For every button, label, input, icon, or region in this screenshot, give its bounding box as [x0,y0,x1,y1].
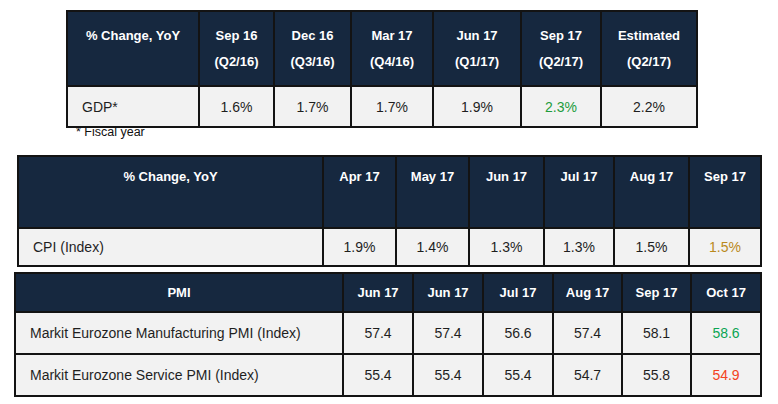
value-cell: 55.8 [622,354,691,396]
value-cell: 1.9% [433,86,521,127]
value-cell: 1.7% [351,86,433,127]
value-cell: 57.4 [413,312,483,354]
col-header-label: Dec 16 [275,23,350,49]
pmi-header-row: PMI Jun 17 Jun 17 Jul 17 Aug 17 Sep 17 O… [15,273,761,312]
value-cell: 55.4 [413,354,483,396]
value-cell: 58.6 [691,312,761,354]
value-cell: 54.9 [691,354,761,396]
col-header-label: Sep 17 [522,23,600,49]
pmi-col-header: PMI [15,273,343,312]
value-cell: 1.7% [274,86,351,127]
fiscal-year-footnote: * Fiscal year [76,125,145,139]
value-cell: 2.2% [601,86,697,127]
col-header-sublabel: (Q2/17) [602,49,696,75]
value-cell: 1.3% [469,228,544,266]
value-cell: 1.6% [199,86,274,127]
row-label: GDP* [67,86,199,127]
table-row: Markit Eurozone Service PMI (Index) 55.4… [15,354,761,396]
row-label: Markit Eurozone Service PMI (Index) [15,354,343,396]
col-header-sublabel: (Q1/17) [434,49,520,75]
gdp-table: % Change, YoY Sep 16(Q2/16) Dec 16(Q3/16… [66,10,698,128]
value-cell: 57.4 [553,312,622,354]
value-cell: 58.1 [622,312,691,354]
value-cell: 1.9% [323,228,396,266]
value-cell: 57.4 [343,312,413,354]
pmi-col-header: Sep 17 [622,273,691,312]
cpi-col-header: % Change, YoY [18,156,323,228]
cpi-col-header: Jul 17 [544,156,614,228]
gdp-col-header: Sep 16(Q2/16) [199,11,274,86]
pmi-col-header: Aug 17 [553,273,622,312]
value-cell: 56.6 [483,312,553,354]
cpi-col-header: May 17 [396,156,469,228]
gdp-col-header: % Change, YoY [67,11,199,86]
col-header-label: Sep 16 [200,23,273,49]
pmi-table: PMI Jun 17 Jun 17 Jul 17 Aug 17 Sep 17 O… [14,272,762,397]
pmi-col-header: Jun 17 [343,273,413,312]
cpi-col-header: Aug 17 [614,156,689,228]
table-row: CPI (Index) 1.9% 1.4% 1.3% 1.3% 1.5% 1.5… [18,228,761,266]
value-cell: 1.4% [396,228,469,266]
value-cell: 1.5% [614,228,689,266]
cpi-col-header: Apr 17 [323,156,396,228]
pmi-col-header: Oct 17 [691,273,761,312]
cpi-col-header: Jun 17 [469,156,544,228]
cpi-col-header: Sep 17 [689,156,761,228]
value-cell: 55.4 [483,354,553,396]
table-row: Markit Eurozone Manufacturing PMI (Index… [15,312,761,354]
col-header-label: Jun 17 [434,23,520,49]
cpi-table: % Change, YoY Apr 17 May 17 Jun 17 Jul 1… [17,155,762,267]
row-label: CPI (Index) [18,228,323,266]
gdp-col-header: Estimated(Q2/17) [601,11,697,86]
value-cell: 54.7 [553,354,622,396]
cpi-header-row: % Change, YoY Apr 17 May 17 Jun 17 Jul 1… [18,156,761,228]
value-cell: 1.5% [689,228,761,266]
gdp-header-row: % Change, YoY Sep 16(Q2/16) Dec 16(Q3/16… [67,11,697,86]
col-header-sublabel: (Q4/16) [352,49,432,75]
table-row: GDP* 1.6% 1.7% 1.7% 1.9% 2.3% 2.2% [67,86,697,127]
col-header-sublabel: (Q3/16) [275,49,350,75]
gdp-col-header: Sep 17(Q2/17) [521,11,601,86]
row-label: Markit Eurozone Manufacturing PMI (Index… [15,312,343,354]
value-cell: 2.3% [521,86,601,127]
gdp-col-header: Mar 17(Q4/16) [351,11,433,86]
value-cell: 55.4 [343,354,413,396]
gdp-col-header: Dec 16(Q3/16) [274,11,351,86]
col-header-sublabel: (Q2/16) [200,49,273,75]
gdp-col-header: Jun 17(Q1/17) [433,11,521,86]
report-page: % Change, YoY Sep 16(Q2/16) Dec 16(Q3/16… [0,0,778,404]
pmi-col-header: Jun 17 [413,273,483,312]
col-header-label: Mar 17 [352,23,432,49]
col-header-label: Estimated [602,23,696,49]
col-header-label: % Change, YoY [68,23,198,49]
value-cell: 1.3% [544,228,614,266]
pmi-col-header: Jul 17 [483,273,553,312]
col-header-sublabel: (Q2/17) [522,49,600,75]
